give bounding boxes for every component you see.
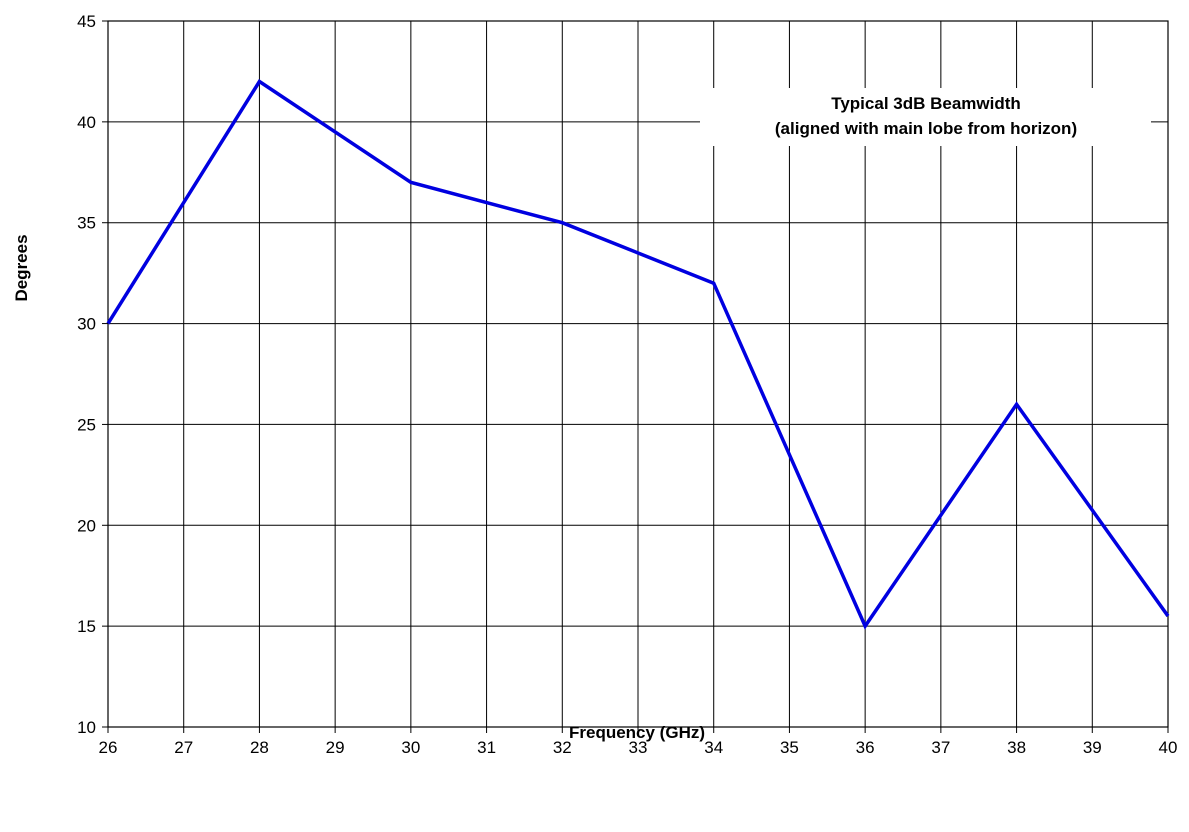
annotation-box bbox=[700, 88, 1151, 146]
x-tick-label: 30 bbox=[401, 738, 420, 757]
y-tick-label: 15 bbox=[77, 617, 96, 636]
annotation-line: (aligned with main lobe from horizon) bbox=[775, 119, 1077, 138]
annotation-line: Typical 3dB Beamwidth bbox=[831, 94, 1021, 113]
x-tick-label: 38 bbox=[1007, 738, 1026, 757]
y-tick-label: 35 bbox=[77, 214, 96, 233]
x-tick-label: 34 bbox=[704, 738, 723, 757]
x-axis-ticks: 26 27 28 29 30 31 32 33 34 35 36 37 38 39 40 bbox=[99, 727, 1178, 757]
x-tick-label: 40 bbox=[1159, 738, 1178, 757]
x-tick-label: 33 bbox=[629, 738, 648, 757]
x-tick-label: 35 bbox=[780, 738, 799, 757]
annotation: Typical 3dB Beamwidth (aligned with main … bbox=[700, 88, 1151, 146]
y-tick-label: 20 bbox=[77, 516, 96, 535]
y-axis-ticks: 10 15 20 25 30 35 40 45 bbox=[77, 12, 108, 737]
y-tick-label: 30 bbox=[77, 315, 96, 334]
x-tick-label: 36 bbox=[856, 738, 875, 757]
y-tick-label: 25 bbox=[77, 415, 96, 434]
y-axis-title: Degrees bbox=[12, 234, 31, 301]
y-tick-label: 10 bbox=[77, 718, 96, 737]
series-line bbox=[106, 79, 1170, 630]
x-tick-label: 27 bbox=[174, 738, 193, 757]
x-tick-label: 37 bbox=[931, 738, 950, 757]
x-tick-label: 28 bbox=[250, 738, 269, 757]
x-tick-label: 31 bbox=[477, 738, 496, 757]
x-tick-label: 29 bbox=[326, 738, 345, 757]
y-tick-label: 40 bbox=[77, 113, 96, 132]
series-layer bbox=[106, 79, 1170, 630]
x-axis-title: Frequency (GHz) bbox=[569, 723, 705, 742]
x-tick-label: 32 bbox=[553, 738, 572, 757]
x-tick-label: 39 bbox=[1083, 738, 1102, 757]
x-tick-label: 26 bbox=[99, 738, 118, 757]
y-tick-label: 45 bbox=[77, 12, 96, 31]
